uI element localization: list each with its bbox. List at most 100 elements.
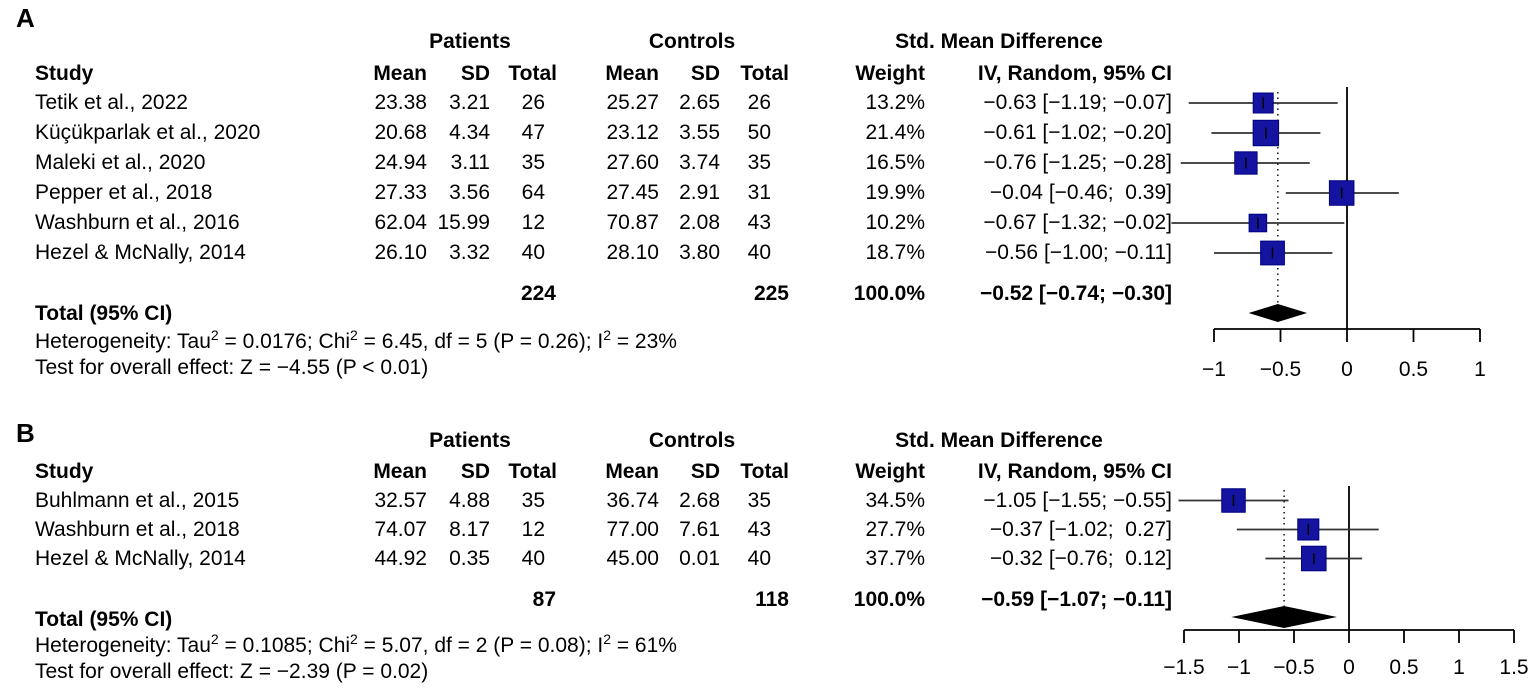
controls-sd-cell: 3.80 xyxy=(679,241,720,264)
axis-tick-label: 0.5 xyxy=(1398,358,1429,381)
controls-sd-cell: 7.61 xyxy=(679,518,720,541)
patients-total-cell: 47 xyxy=(521,121,545,144)
controls-mean-cell: 27.45 xyxy=(606,181,659,204)
controls-total-column-header: Total xyxy=(740,460,789,483)
panel-a-label: A xyxy=(16,3,35,33)
patients-total-cell: 40 xyxy=(521,241,545,264)
total-weight: 100.0% xyxy=(853,588,925,611)
patients-total-column-header: Total xyxy=(508,460,557,483)
axis-tick-label: −1.5 xyxy=(1163,656,1205,679)
patients-mean-cell: 32.57 xyxy=(374,489,427,512)
controls-sd-cell: 2.91 xyxy=(679,181,720,204)
patients-mean-cell: 23.38 xyxy=(374,91,427,114)
patients-total-sum: 224 xyxy=(520,282,556,305)
overall-test-line: Test for overall effect: Z = −4.55 (P < … xyxy=(35,356,429,379)
controls-total-cell: 31 xyxy=(747,181,771,204)
patients-sd-cell: 4.88 xyxy=(449,489,490,512)
controls-total-sum: 118 xyxy=(755,588,789,611)
controls-sd-column-header: SD xyxy=(690,62,720,85)
study-name-cell: Washburn et al., 2018 xyxy=(35,518,240,541)
axis-tick-label: −1 xyxy=(1227,656,1251,679)
weight-cell: 21.4% xyxy=(865,121,925,144)
patients-total-cell: 35 xyxy=(521,151,545,174)
heterogeneity-line: Heterogeneity: Tau2 = 0.0176; Chi2 = 6.4… xyxy=(35,327,677,353)
patients-sd-cell: 3.56 xyxy=(449,181,490,204)
panel-b-label: B xyxy=(16,418,35,448)
effect-weight-square xyxy=(1252,119,1280,147)
effect-ci-cell: −0.04 [−0.46; 0.39] xyxy=(989,181,1172,204)
controls-total-cell: 40 xyxy=(747,241,771,264)
effect-ci-cell: −0.32 [−0.76; 0.12] xyxy=(989,547,1172,570)
total-effect-value: −0.52 [−0.74; −0.30] xyxy=(979,282,1172,305)
effect-weight-square xyxy=(1248,213,1268,233)
patients-group-header: Patients xyxy=(429,429,511,452)
patients-sd-cell: 0.35 xyxy=(449,547,490,570)
patients-mean-column-header: Mean xyxy=(373,62,427,85)
axis-tick-label: 1 xyxy=(1453,656,1465,679)
study-column-header: Study xyxy=(35,460,94,483)
patients-sd-column-header: SD xyxy=(460,62,490,85)
controls-mean-column-header: Mean xyxy=(605,460,659,483)
controls-total-column-header: Total xyxy=(740,62,789,85)
effect-ci-cell: −0.56 [−1.00; −0.11] xyxy=(984,241,1172,264)
patients-total-cell: 12 xyxy=(521,211,545,234)
controls-total-cell: 26 xyxy=(747,91,771,114)
effect-column-header: IV, Random, 95% CI xyxy=(977,62,1172,85)
patients-sd-column-header: SD xyxy=(460,460,490,483)
effect-measure-header: Std. Mean Difference xyxy=(895,30,1103,53)
patients-total-sum: 87 xyxy=(532,588,556,611)
controls-mean-cell: 77.00 xyxy=(606,518,659,541)
controls-total-cell: 35 xyxy=(747,489,771,512)
patients-total-cell: 35 xyxy=(521,489,545,512)
study-name-cell: Buhlmann et al., 2015 xyxy=(35,489,240,512)
weight-column-header: Weight xyxy=(855,460,925,483)
controls-sd-cell: 2.08 xyxy=(679,211,720,234)
controls-mean-cell: 36.74 xyxy=(606,489,659,512)
controls-sd-cell: 2.65 xyxy=(679,91,720,114)
patients-mean-cell: 27.33 xyxy=(374,181,427,204)
axis-tick-label: −0.5 xyxy=(1273,656,1315,679)
total-effect-value: −0.59 [−1.07; −0.11] xyxy=(981,588,1172,611)
overall-test-line: Test for overall effect: Z = −2.39 (P = … xyxy=(35,660,429,683)
controls-sd-cell: 2.68 xyxy=(679,489,720,512)
effect-weight-square xyxy=(1297,518,1320,541)
heterogeneity-line: Heterogeneity: Tau2 = 0.1085; Chi2 = 5.0… xyxy=(35,631,677,657)
controls-total-cell: 40 xyxy=(747,547,771,570)
study-name-cell: Tetik et al., 2022 xyxy=(35,91,188,114)
study-name-cell: Washburn et al., 2016 xyxy=(35,211,240,234)
weight-column-header: Weight xyxy=(855,62,925,85)
patients-total-cell: 40 xyxy=(521,547,545,570)
patients-mean-cell: 44.92 xyxy=(374,547,427,570)
patients-sd-cell: 8.17 xyxy=(449,518,490,541)
controls-mean-cell: 25.27 xyxy=(606,91,659,114)
controls-total-cell: 43 xyxy=(747,211,771,234)
weight-cell: 27.7% xyxy=(865,518,925,541)
study-name-cell: Pepper et al., 2018 xyxy=(35,181,213,204)
patients-mean-cell: 26.10 xyxy=(374,241,427,264)
study-column-header: Study xyxy=(35,62,94,85)
effect-ci-cell: −0.63 [−1.19; −0.07] xyxy=(983,91,1172,114)
study-name-cell: Küçükparlak et al., 2020 xyxy=(35,121,261,144)
weight-cell: 37.7% xyxy=(865,547,925,570)
patients-sd-cell: 3.11 xyxy=(450,151,490,174)
effect-ci-cell: −0.76 [−1.25; −0.28] xyxy=(983,151,1172,174)
controls-group-header: Controls xyxy=(648,30,736,53)
effect-weight-square xyxy=(1252,92,1274,114)
weight-cell: 19.9% xyxy=(865,181,925,204)
axis-tick-label: −1 xyxy=(1202,358,1226,381)
patients-mean-cell: 62.04 xyxy=(374,211,427,234)
patients-sd-cell: 3.21 xyxy=(449,91,490,114)
controls-mean-column-header: Mean xyxy=(605,62,659,85)
controls-sd-cell: 3.74 xyxy=(679,151,720,174)
patients-total-cell: 64 xyxy=(521,181,545,204)
effect-ci-cell: −0.67 [−1.32; −0.02] xyxy=(983,211,1172,234)
effect-weight-square xyxy=(1221,488,1246,513)
patients-mean-column-header: Mean xyxy=(373,460,427,483)
patients-total-cell: 12 xyxy=(521,518,545,541)
patients-total-column-header: Total xyxy=(508,62,557,85)
controls-sd-cell: 3.55 xyxy=(679,121,720,144)
controls-mean-cell: 70.87 xyxy=(606,211,659,234)
effect-ci-cell: −1.05 [−1.55; −0.55] xyxy=(983,489,1172,512)
patients-sd-cell: 3.32 xyxy=(449,241,490,264)
